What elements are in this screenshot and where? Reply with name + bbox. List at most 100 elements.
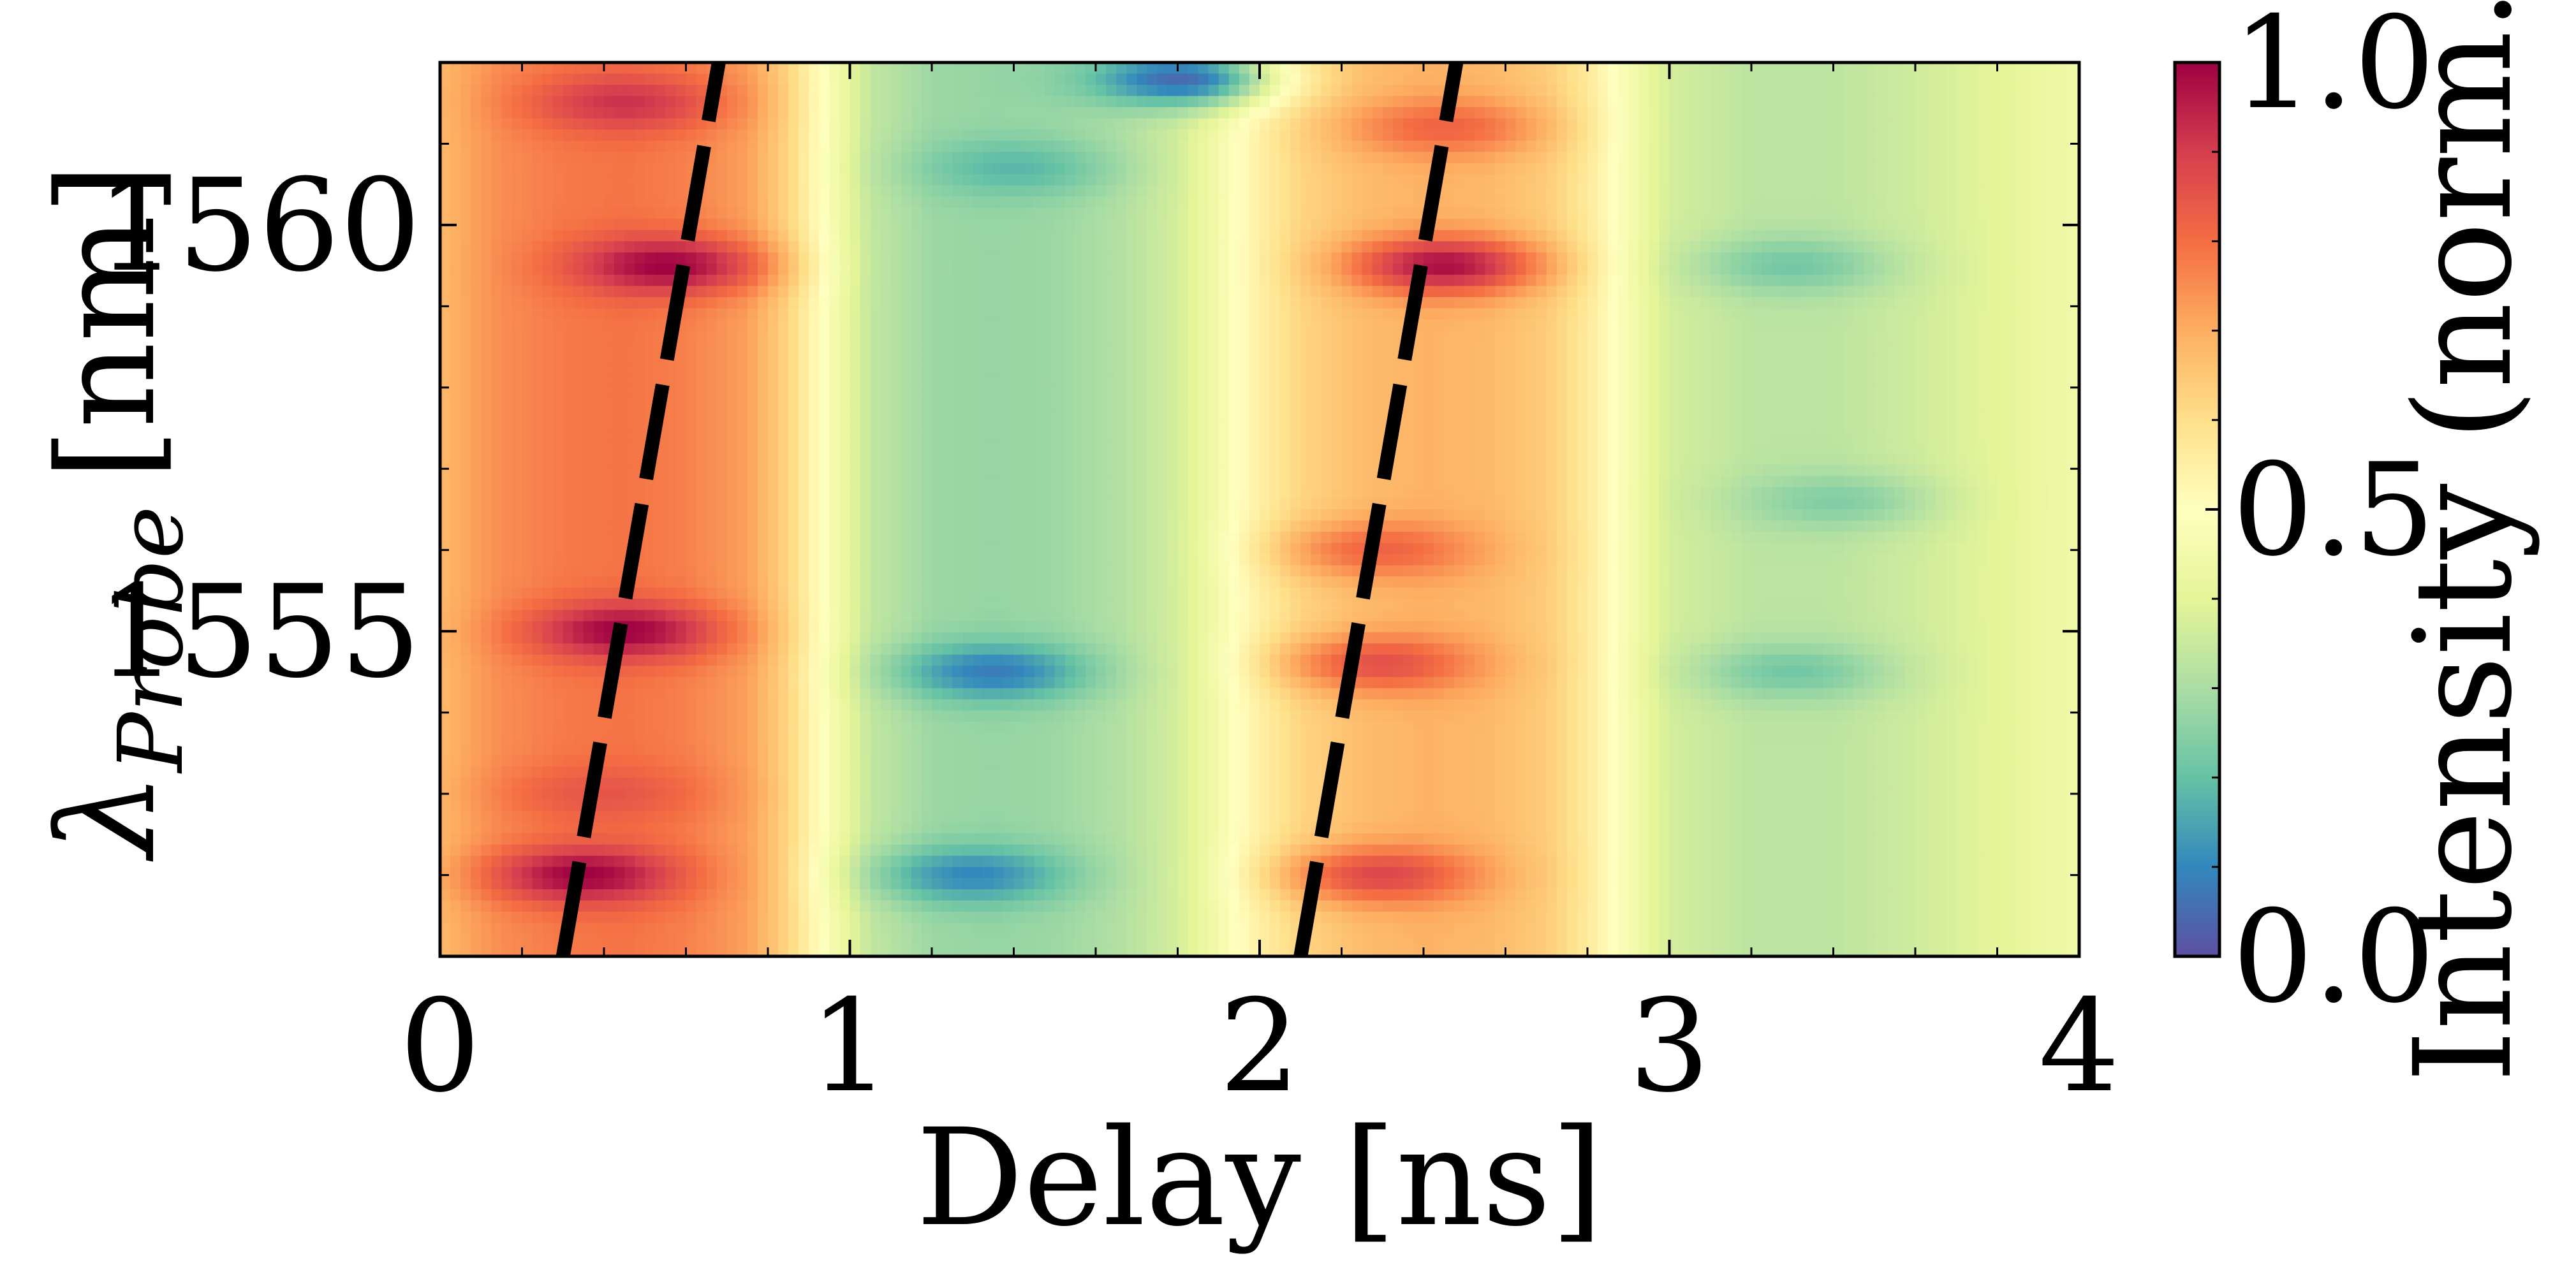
heatmap-cell: [1362, 196, 1373, 208]
heatmap-cell: [1454, 118, 1466, 130]
heatmap-cell: [1792, 152, 1804, 164]
heatmap-cell: [890, 129, 902, 142]
heatmap-cell: [1228, 330, 1240, 342]
heatmap-cell: [1167, 342, 1179, 354]
heatmap-cell: [450, 286, 461, 298]
heatmap-cell: [1669, 375, 1681, 388]
heatmap-cell: [1424, 364, 1434, 376]
heatmap-cell: [1853, 207, 1865, 220]
heatmap-cell: [1843, 252, 1855, 265]
heatmap-cell: [911, 85, 922, 97]
heatmap-cell: [829, 140, 841, 152]
heatmap-cell: [1700, 96, 1711, 108]
heatmap-cell: [1966, 152, 1978, 164]
heatmap-cell: [901, 330, 912, 342]
heatmap-cell: [1351, 85, 1363, 97]
heatmap-cell: [1003, 252, 1015, 265]
heatmap-cell: [1413, 364, 1424, 376]
heatmap-cell: [1956, 263, 1968, 275]
heatmap-cell: [1495, 129, 1506, 142]
heatmap-cell: [624, 409, 635, 421]
heatmap-cell: [706, 286, 718, 298]
heatmap-cell: [1392, 163, 1404, 175]
heatmap-cell: [1003, 397, 1015, 410]
heatmap-cell: [1239, 96, 1250, 108]
heatmap-cell: [1311, 140, 1322, 152]
heatmap-cell: [1331, 364, 1343, 376]
heatmap-cell: [1669, 96, 1681, 108]
heatmap-cell: [1402, 263, 1414, 275]
heatmap-cell: [1239, 73, 1250, 85]
heatmap-cell: [1260, 353, 1270, 365]
heatmap-cell: [593, 386, 605, 398]
heatmap-cell: [1894, 342, 1906, 354]
heatmap-cell: [809, 107, 820, 119]
heatmap-cell: [1628, 219, 1640, 231]
heatmap-cell: [1382, 140, 1394, 152]
heatmap-cell: [1618, 297, 1630, 309]
heatmap-cell: [1628, 286, 1640, 298]
heatmap-cell: [1833, 308, 1844, 320]
heatmap-cell: [901, 397, 912, 410]
heatmap-cell: [1946, 252, 1957, 265]
heatmap-cell: [911, 96, 922, 108]
heatmap-cell: [1003, 219, 1015, 231]
heatmap-cell: [2038, 107, 2049, 119]
heatmap-cell: [614, 308, 625, 320]
heatmap-cell: [1638, 118, 1650, 130]
heatmap-cell: [1331, 386, 1343, 398]
heatmap-cell: [778, 330, 789, 342]
heatmap-cell: [1649, 353, 1660, 365]
heatmap-cell: [1689, 96, 1701, 108]
heatmap-cell: [911, 319, 922, 332]
heatmap-cell: [1208, 241, 1219, 253]
heatmap-cell: [665, 409, 677, 421]
heatmap-cell: [1239, 330, 1250, 342]
heatmap-cell: [645, 196, 656, 208]
heatmap-cell: [655, 96, 666, 108]
heatmap-cell: [1188, 286, 1199, 298]
heatmap-cell: [1987, 96, 1998, 108]
heatmap-cell: [932, 196, 943, 208]
heatmap-cell: [1741, 241, 1752, 253]
heatmap-cell: [1915, 96, 1926, 108]
heatmap-cell: [1321, 185, 1332, 198]
heatmap-cell: [2007, 375, 2019, 388]
heatmap-cell: [1904, 319, 1916, 332]
heatmap-cell: [1751, 252, 1762, 265]
heatmap-cell: [1177, 196, 1189, 208]
heatmap-cell: [1260, 252, 1270, 265]
heatmap-cell: [1444, 263, 1455, 275]
heatmap-cell: [1649, 297, 1660, 309]
heatmap-cell: [1566, 96, 1578, 108]
heatmap-cell: [1464, 107, 1476, 119]
heatmap-cell: [1566, 397, 1578, 410]
heatmap-cell: [1679, 342, 1691, 354]
heatmap-cell: [1904, 274, 1916, 287]
heatmap-cell: [1218, 152, 1230, 164]
heatmap-cell: [450, 85, 461, 97]
heatmap-cell: [471, 85, 482, 97]
heatmap-cell: [1485, 163, 1496, 175]
heatmap-cell: [1167, 364, 1179, 376]
heatmap-cell: [1566, 219, 1578, 231]
heatmap-cell: [1260, 230, 1270, 242]
heatmap-cell: [716, 230, 728, 242]
heatmap-cell: [1577, 386, 1588, 398]
heatmap-cell: [1884, 386, 1895, 398]
heatmap-cell: [1936, 196, 1947, 208]
heatmap-cell: [1044, 152, 1056, 164]
heatmap-cell: [1075, 118, 1086, 130]
heatmap-cell: [1311, 62, 1322, 75]
heatmap-cell: [1823, 185, 1834, 198]
heatmap-cell: [512, 85, 523, 97]
heatmap-cell: [726, 152, 738, 164]
heatmap-cell: [890, 397, 902, 410]
heatmap-cell: [880, 241, 892, 253]
heatmap-cell: [1013, 397, 1025, 410]
heatmap-cell: [1218, 219, 1230, 231]
heatmap-cell: [1505, 207, 1517, 220]
heatmap-cell: [1300, 140, 1312, 152]
heatmap-cell: [1936, 241, 1947, 253]
heatmap-cell: [1710, 297, 1721, 309]
